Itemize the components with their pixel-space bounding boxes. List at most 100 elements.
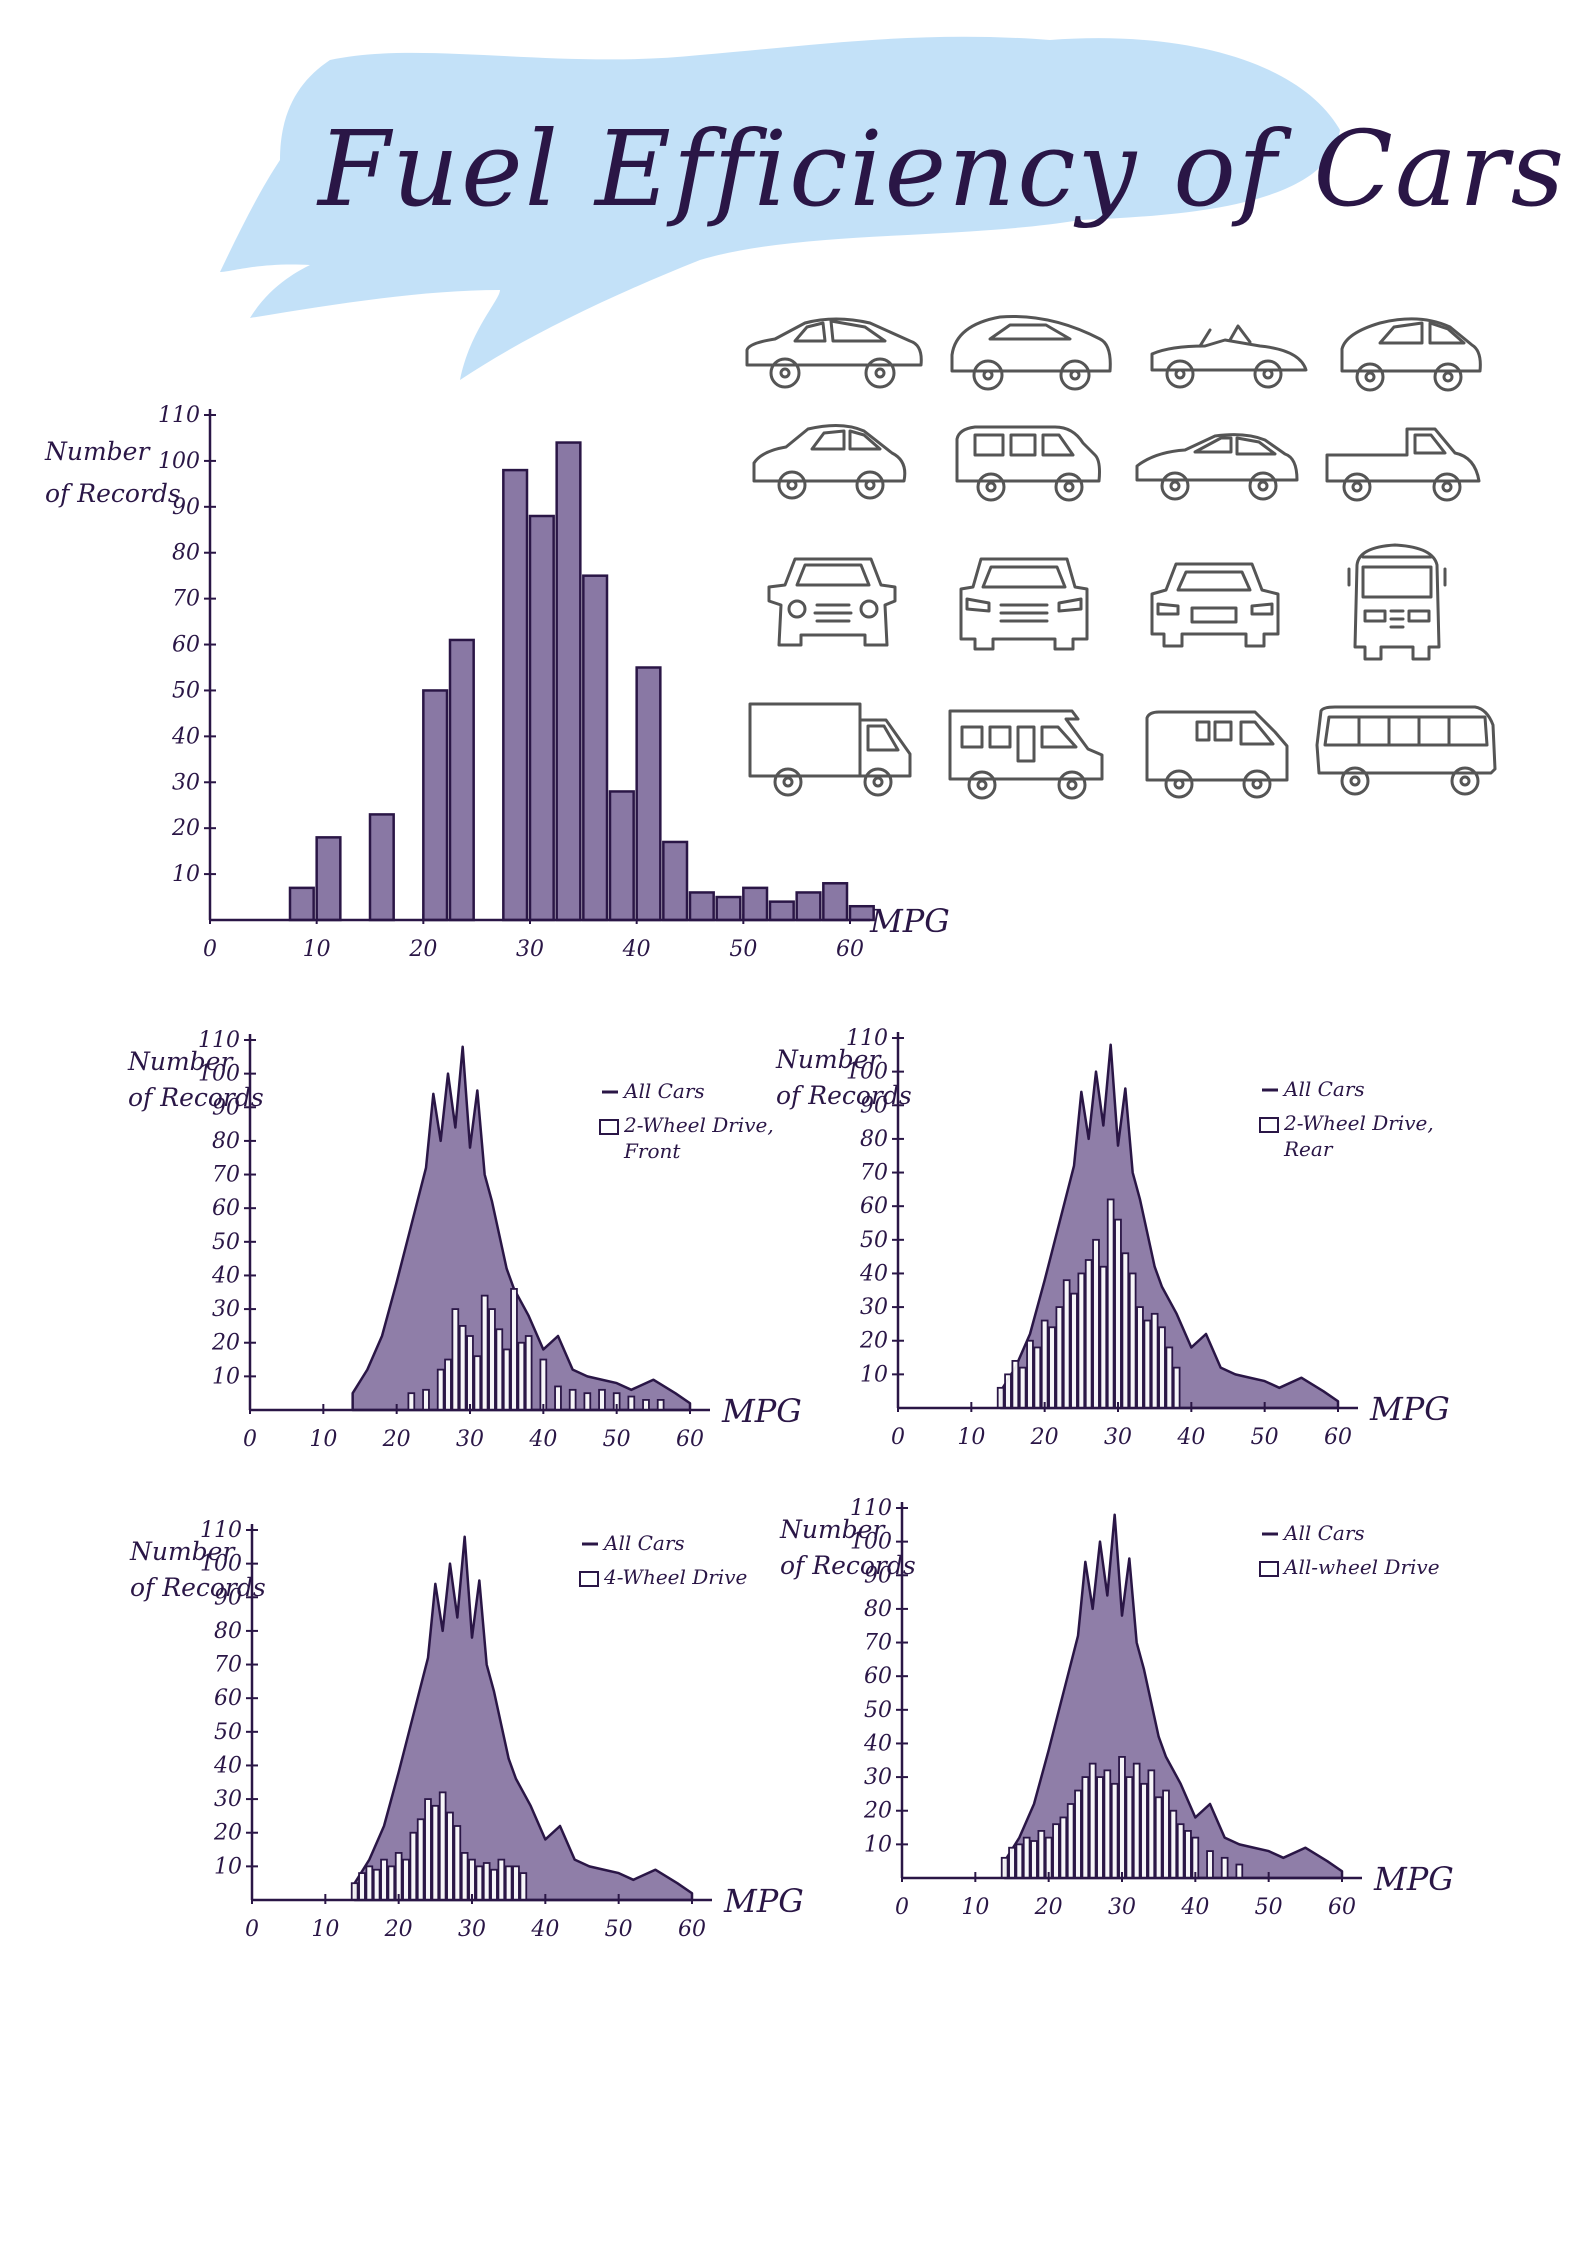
drive-type-bar [446, 1811, 454, 1901]
x-axis-label: MPG [721, 1392, 802, 1430]
compact-car-icon [1340, 317, 1482, 392]
drive-type-bar [451, 1308, 460, 1411]
y-tick-label: 60 [172, 633, 200, 658]
drive-type-bar [1132, 1762, 1141, 1879]
drive-type-bar [568, 1388, 577, 1411]
drive-type-bar [1092, 1238, 1100, 1409]
y-axis-label: Number [775, 1045, 882, 1074]
y-tick-label: 70 [172, 587, 200, 612]
y-tick-label: 60 [864, 1664, 892, 1689]
pickup-truck-icon [1325, 427, 1481, 502]
x-tick-label: 40 [1180, 1895, 1209, 1920]
x-tick-label: 10 [961, 1895, 989, 1920]
y-tick-label: 30 [172, 770, 200, 795]
drive-type-bar [1169, 1809, 1178, 1879]
x-tick-label: 0 [891, 1425, 905, 1450]
x-tick-label: 10 [303, 937, 331, 962]
drive-type-bar [1162, 1789, 1170, 1879]
drive-type-bar [1103, 1769, 1112, 1879]
y-tick-label: 60 [860, 1194, 888, 1219]
y-tick-label: 80 [860, 1127, 888, 1152]
chart-rear-wheel-drive: 10 20 30 40 50 60 70 80 90 100 110 0 10 20 30 40 50 60 MPG… [775, 1026, 1450, 1450]
legend-label: 2-Wheel Drive, [1283, 1111, 1434, 1135]
y-tick-label: 70 [214, 1653, 242, 1678]
y-tick-label: 90 [860, 1093, 888, 1118]
histogram-bar [315, 836, 342, 922]
y-axis-label: of Records [130, 1573, 266, 1602]
x-tick-label: 0 [895, 1895, 909, 1920]
drive-type-bar [475, 1865, 484, 1901]
drive-type-bar [1044, 1836, 1053, 1879]
all-cars-area [353, 1535, 694, 1902]
legend-label: All Cars [1282, 1521, 1365, 1545]
drive-type-bar [1030, 1840, 1038, 1879]
x-tick-label: 40 [530, 1917, 559, 1942]
x-tick-label: 30 [456, 1427, 484, 1452]
hatchback-icon [950, 315, 1112, 391]
drive-type-bar [490, 1868, 498, 1901]
drive-type-bar [504, 1865, 513, 1901]
title-area: Fuel Efficiency of Cars [220, 36, 1566, 380]
page-title: Fuel Efficiency of Cars [316, 108, 1566, 230]
y-tick-label: 80 [214, 1619, 242, 1644]
drive-type-bar [1114, 1218, 1122, 1409]
y-tick-label: 110 [198, 1028, 240, 1053]
drive-type-bar [1055, 1306, 1064, 1409]
drive-type-bar [1150, 1312, 1159, 1409]
y-tick-label: 50 [172, 678, 200, 703]
drive-type-bar [350, 1882, 359, 1901]
x-tick-label: 10 [311, 1917, 339, 1942]
y-tick-label: 90 [214, 1585, 242, 1610]
drive-type-bar [387, 1865, 396, 1901]
drive-type-bar [1000, 1856, 1009, 1879]
y-tick-label: 100 [850, 1530, 892, 1555]
y-tick-label: 100 [158, 449, 200, 474]
x-tick-label: 40 [622, 937, 651, 962]
drive-type-bar [444, 1358, 452, 1411]
y-tick-label: 50 [860, 1228, 888, 1253]
drive-type-bar [1125, 1776, 1134, 1879]
drive-type-bar [1118, 1756, 1126, 1879]
drive-type-bar [482, 1862, 491, 1901]
all-cars-area [351, 1045, 692, 1412]
y-tick-label: 20 [863, 1799, 892, 1824]
x-tick-label: 40 [528, 1427, 557, 1452]
drive-type-bar [1206, 1850, 1214, 1879]
drive-type-bar [517, 1341, 526, 1411]
drive-type-bar [583, 1392, 592, 1411]
drive-type-bar [453, 1825, 462, 1901]
drive-type-bar [996, 1386, 1005, 1409]
drive-type-bar [1048, 1326, 1056, 1409]
drive-type-bar [1191, 1836, 1200, 1879]
drive-type-bar [1015, 1843, 1024, 1879]
drive-type-bar [554, 1385, 562, 1411]
drive-type-bar [1121, 1252, 1130, 1409]
drive-type-bar [627, 1395, 636, 1411]
y-tick-label: 80 [212, 1129, 240, 1154]
drive-type-bar [1099, 1265, 1108, 1409]
x-tick-label: 0 [245, 1917, 259, 1942]
x-tick-label: 60 [676, 1427, 704, 1452]
drive-type-bar [458, 1325, 467, 1411]
y-axis-label: Number [129, 1537, 236, 1566]
x-tick-label: 30 [516, 937, 544, 962]
y-tick-label: 90 [212, 1095, 240, 1120]
drive-type-bar [1004, 1373, 1012, 1409]
drive-type-bar [1147, 1769, 1156, 1879]
x-tick-label: 60 [678, 1917, 706, 1942]
legend-box-swatch [579, 1571, 599, 1587]
histogram-bar [422, 689, 449, 922]
x-tick-label: 0 [243, 1427, 257, 1452]
x-tick-label: 10 [957, 1425, 985, 1450]
drive-type-bar [1040, 1319, 1049, 1409]
drive-type-bar [1033, 1346, 1042, 1409]
y-tick-label: 30 [860, 1295, 888, 1320]
histogram-bar [608, 790, 635, 922]
y-axis-label: of Records [780, 1551, 916, 1580]
drive-type-bar [436, 1368, 445, 1411]
legend-label: All Cars [1282, 1077, 1365, 1101]
y-axis-label: of Records [45, 479, 181, 508]
drive-type-bar [1140, 1782, 1148, 1879]
drive-type-bar [1066, 1803, 1075, 1879]
drive-type-bar [1018, 1366, 1027, 1409]
